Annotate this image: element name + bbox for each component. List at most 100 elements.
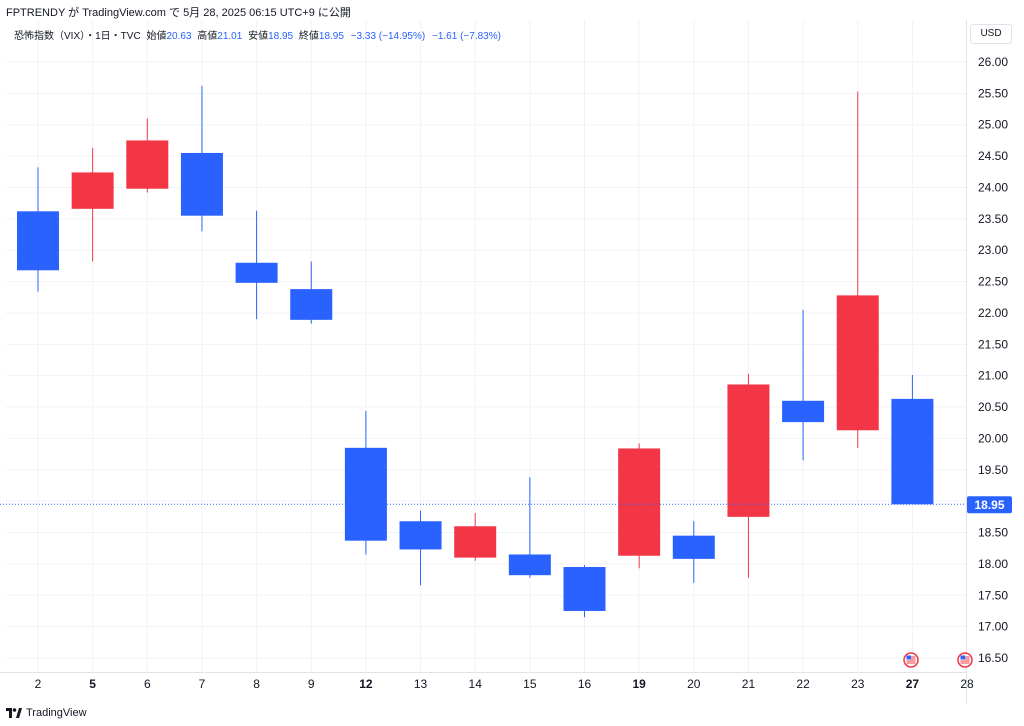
candle-body[interactable] (344, 447, 387, 541)
y-tick-label: 21.00 (978, 369, 1008, 383)
candle[interactable] (563, 565, 606, 618)
candle-body[interactable] (235, 262, 278, 283)
us-flag-icon-canton (960, 655, 965, 660)
x-tick-label: 15 (523, 677, 537, 691)
last-price-badge (967, 496, 1012, 514)
x-tick-label: 9 (308, 677, 315, 691)
high-label: 高値 (197, 31, 218, 42)
change-value: −3.33 (−14.95%) (350, 31, 426, 42)
y-tick-label: 25.50 (978, 86, 1008, 100)
y-tick-label: 22.50 (978, 275, 1008, 289)
candle[interactable] (618, 443, 661, 569)
symbol-legend: 恐怖指数（VIX）・1日・TVC 始値20.63 高値21.01 安値18.95… (14, 27, 501, 42)
candles (17, 85, 934, 618)
x-tick-label: 2 (35, 677, 42, 691)
candle[interactable] (508, 477, 551, 578)
y-tick-label: 20.50 (978, 400, 1008, 414)
candle[interactable] (672, 521, 715, 583)
x-tick-label: 12 (359, 677, 373, 691)
y-tick-label: 26.00 (978, 55, 1008, 69)
x-tick-label: 19 (632, 677, 646, 691)
candle[interactable] (399, 510, 442, 586)
candle[interactable] (17, 167, 59, 292)
last-price-label: 18.95 (974, 498, 1004, 512)
y-tick-label: 17.00 (978, 620, 1008, 634)
x-tick-label: 21 (742, 677, 756, 691)
us-flag-icon[interactable] (903, 652, 919, 668)
x-tick-label: 8 (253, 677, 260, 691)
candle[interactable] (126, 118, 169, 193)
candle-body[interactable] (399, 521, 442, 550)
candle[interactable] (782, 309, 825, 461)
x-tick-label: 13 (414, 677, 428, 691)
candle-body[interactable] (454, 526, 497, 558)
candle-body[interactable] (290, 289, 333, 320)
y-tick-label: 23.50 (978, 212, 1008, 226)
x-tick-label: 22 (796, 677, 810, 691)
x-tick-label: 27 (906, 677, 920, 691)
candle[interactable] (836, 91, 879, 448)
candle[interactable] (727, 373, 770, 578)
y-tick-label: 22.00 (978, 306, 1008, 320)
us-flag-icon-ring (957, 652, 973, 668)
candle-body[interactable] (563, 567, 606, 611)
x-tick-label: 6 (144, 677, 151, 691)
candle-body[interactable] (891, 398, 934, 505)
us-flag-icon-canton (906, 655, 911, 660)
y-tick-label: 17.50 (978, 588, 1008, 602)
y-tick-label: 19.50 (978, 463, 1008, 477)
tradingview-logo-icon (6, 708, 22, 718)
candle-body[interactable] (508, 554, 551, 576)
candle[interactable] (71, 147, 114, 262)
candle-body[interactable] (126, 140, 169, 189)
y-tick-label: 23.00 (978, 243, 1008, 257)
tradingview-brand: TradingView (26, 707, 87, 719)
y-tick-label: 16.50 (978, 651, 1008, 665)
candle[interactable] (344, 410, 387, 555)
candle-body[interactable] (836, 295, 879, 431)
candle-body[interactable] (672, 535, 715, 559)
x-tick-label: 16 (578, 677, 592, 691)
y-tick-label: 20.00 (978, 431, 1008, 445)
x-tick-label: 20 (687, 677, 701, 691)
event-markers (903, 652, 973, 668)
tradingview-logo[interactable]: TradingView (6, 705, 87, 721)
candle-body[interactable] (727, 384, 770, 517)
candle[interactable] (180, 85, 223, 232)
us-flag-icon-ring (903, 652, 919, 668)
y-tick-label: 24.00 (978, 180, 1008, 194)
x-tick-label: 23 (851, 677, 865, 691)
open-label: 始値 (146, 31, 167, 42)
candle-body[interactable] (618, 448, 661, 556)
change-value-2: −1.61 (−7.83%) (432, 31, 501, 42)
candle-body[interactable] (180, 152, 223, 216)
y-tick-label: 21.50 (978, 337, 1008, 351)
close-label: 終値 (298, 31, 319, 42)
candle-body[interactable] (71, 172, 114, 209)
open-value: 20.63 (166, 31, 192, 42)
grid-lines (6, 20, 966, 672)
publish-caption: FPTRENDY が TradingView.com で 5月 28, 2025… (6, 7, 351, 19)
currency-selector[interactable]: USD (970, 24, 1012, 44)
x-tick-label: 28 (960, 677, 974, 691)
axes: 16.5017.0017.5018.0018.5019.0019.5020.00… (0, 20, 1012, 704)
y-tick-label: 24.50 (978, 149, 1008, 163)
candle[interactable] (290, 261, 333, 324)
y-tick-label: 25.00 (978, 118, 1008, 132)
y-tick-label: 18.00 (978, 557, 1008, 571)
candle[interactable] (454, 513, 497, 561)
x-tick-label: 14 (469, 677, 483, 691)
us-flag-icon[interactable] (957, 652, 973, 668)
candle-body[interactable] (782, 400, 825, 423)
symbol-title[interactable]: 恐怖指数（VIX）・1日・TVC (14, 31, 141, 42)
candle[interactable] (235, 210, 278, 320)
x-tick-label: 5 (89, 677, 96, 691)
low-label: 安値 (248, 31, 269, 42)
low-value: 18.95 (268, 31, 294, 42)
y-tick-label: 18.50 (978, 526, 1008, 540)
candle[interactable] (891, 375, 934, 505)
high-value: 21.01 (217, 31, 243, 42)
close-value: 18.95 (318, 31, 344, 42)
candle-body[interactable] (17, 211, 59, 271)
